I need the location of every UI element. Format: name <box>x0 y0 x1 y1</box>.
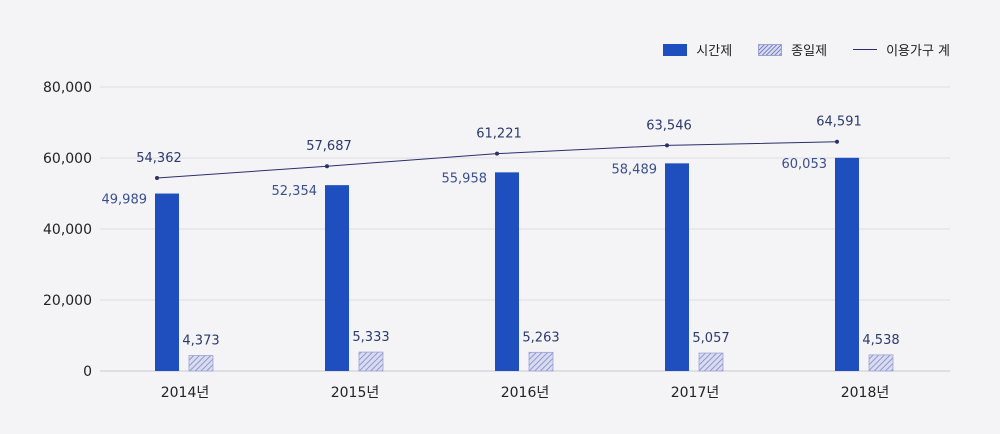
point-total-households <box>495 151 499 156</box>
legend-swatch-part-time <box>663 43 688 56</box>
point-total-households <box>325 164 329 169</box>
point-total-households <box>665 143 669 148</box>
data-label-part-time: 55,958 <box>442 171 488 186</box>
legend-label-part-time: 시간제 <box>696 44 733 59</box>
data-label-total-households: 57,687 <box>306 139 352 154</box>
y-tick-label: 80,000 <box>43 80 92 96</box>
data-label-full-day: 5,057 <box>692 331 729 346</box>
data-label-total-households: 61,221 <box>476 127 522 142</box>
y-tick-label: 0 <box>83 364 92 380</box>
data-label-part-time: 58,489 <box>612 162 658 177</box>
legend-item-total-households: 이용가구 계 <box>853 40 950 59</box>
data-label-total-households: 64,591 <box>816 115 862 130</box>
y-tick-label: 40,000 <box>43 222 92 238</box>
data-label-part-time: 49,989 <box>102 193 148 208</box>
y-tick-label: 20,000 <box>43 293 92 309</box>
bar-full-day <box>358 351 384 372</box>
bar-full-day <box>868 354 894 372</box>
x-tick-label: 2017년 <box>671 385 720 401</box>
data-label-total-households: 54,362 <box>136 151 182 166</box>
bar-full-day <box>528 351 554 372</box>
bar-part-time <box>155 193 179 371</box>
legend-swatch-full-day <box>758 43 783 56</box>
data-label-full-day: 4,538 <box>862 333 899 348</box>
data-label-full-day: 5,333 <box>352 330 389 345</box>
x-tick-label: 2015년 <box>331 385 380 401</box>
data-label-full-day: 4,373 <box>182 333 219 348</box>
bar-full-day <box>188 355 214 372</box>
x-tick-label: 2018년 <box>841 385 890 401</box>
legend-item-part-time: 시간제 <box>663 40 732 59</box>
x-tick-label: 2016년 <box>501 385 550 401</box>
data-label-part-time: 60,053 <box>782 157 828 172</box>
data-label-full-day: 5,263 <box>522 330 559 345</box>
y-tick-label: 60,000 <box>43 151 92 167</box>
bar-part-time <box>835 157 859 371</box>
bar-part-time <box>495 172 519 371</box>
bar-part-time <box>325 185 349 371</box>
legend-item-full-day: 종일제 <box>758 40 827 59</box>
bar-full-day <box>698 352 724 372</box>
point-total-households <box>155 176 159 181</box>
legend-label-full-day: 종일제 <box>791 44 828 59</box>
point-total-households <box>835 139 839 144</box>
legend-swatch-total-households <box>853 49 878 50</box>
legend-label-total-households: 이용가구 계 <box>886 44 950 59</box>
legend: 시간제 종일제 이용가구 계 <box>663 40 950 59</box>
bar-part-time <box>665 163 689 371</box>
x-tick-label: 2014년 <box>161 385 210 401</box>
data-label-part-time: 52,354 <box>272 184 318 199</box>
data-label-total-households: 63,546 <box>646 118 692 133</box>
